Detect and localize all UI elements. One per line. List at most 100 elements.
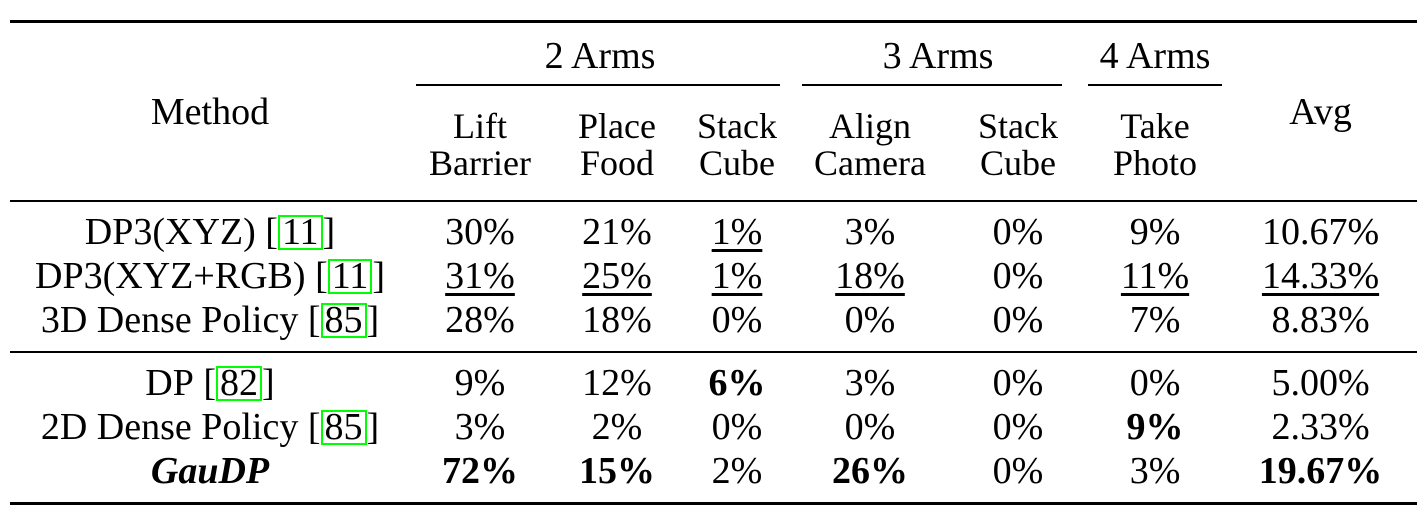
method-cell: GauDP [10, 449, 410, 504]
column-header-text: Cube [699, 142, 775, 183]
result-cell: 0% [992, 255, 1044, 297]
column-header-lift-barrier: Lift Barrier [410, 89, 550, 202]
result-cell: 21% [582, 211, 652, 253]
result-cell: 7% [1129, 299, 1181, 341]
column-header-text: Stack [978, 105, 1058, 146]
method-name: DP3(XYZ+RGB) [35, 255, 306, 297]
result-cell: 3% [1129, 450, 1181, 492]
result-cell: 18% [582, 299, 652, 341]
method-cell: DP3(XYZ) [11] [84, 211, 336, 253]
result-cell: 5.00% [1224, 351, 1418, 405]
result-cell: 19.67% [1258, 450, 1383, 492]
table-row: GauDP 72% 15% 2% 26% 0% 3% 19.67% [10, 449, 1417, 504]
group-header-2-arms: 2 Arms [410, 22, 790, 90]
column-header-text: Barrier [429, 142, 531, 183]
result-cell: 0% [992, 211, 1044, 253]
column-header-text: Food [579, 142, 655, 183]
result-cell: 0% [711, 406, 763, 448]
method-name: 2D Dense Policy [40, 406, 299, 448]
table-row: DP3(XYZ) [11] 30% 21% 1% 3% 0% 9% 10.67% [10, 201, 1417, 254]
result-cell: 0% [844, 299, 896, 341]
result-cell: 72% [442, 450, 518, 492]
group-rule-4-arms [1088, 84, 1223, 86]
method-name: 3D Dense Policy [40, 299, 299, 341]
result-cell: 2% [591, 406, 643, 448]
subcolumn-header-row: Lift Barrier Place Food Stack Cube Align Camera… [10, 89, 1417, 202]
column-header-text: Lift [453, 105, 507, 146]
result-cell: 6% [684, 351, 790, 405]
table-row: 2D Dense Policy [85] 3% 2% 0% 0% 0% 9% 2.33% [10, 405, 1417, 449]
result-cell: 0% [992, 406, 1044, 448]
column-header-text: Align [828, 105, 911, 146]
method-name: DP3(XYZ) [84, 211, 256, 253]
result-cell: 1% [711, 255, 763, 297]
group-label-2-arms: 2 Arms [544, 35, 656, 77]
table-header: Method 2 Arms 3 Arms 4 Arms Avg L [10, 21, 1418, 202]
method-cell: DP [82] [10, 351, 410, 405]
section-3d-baselines: DP3(XYZ) [11] 30% 21% 1% 3% 0% 9% 10.67% DP3(XYZ… [10, 201, 1417, 352]
result-cell: 0% [1086, 351, 1225, 405]
results-table: Method 2 Arms 3 Arms 4 Arms Avg L [10, 20, 1418, 505]
result-cell: 15% [579, 450, 655, 492]
table-row: DP [82] 9% 12% 6% 3% 0% 0% 5.00% [10, 351, 1418, 405]
group-header-4-arms: 4 Arms [1086, 22, 1224, 90]
group-rule-2-arms [416, 84, 780, 86]
result-cell: 3% [454, 406, 506, 448]
result-cell: 0% [992, 450, 1044, 492]
result-cell: 0% [950, 351, 1087, 405]
result-cell: 11% [1120, 255, 1190, 297]
citation-link[interactable]: 11 [327, 257, 373, 295]
method-column-header: Method [10, 21, 410, 202]
citation-link[interactable]: 11 [277, 213, 323, 251]
group-rule-3-arms [802, 84, 1063, 86]
result-cell: 3% [790, 351, 950, 405]
result-cell: 12% [550, 351, 684, 405]
result-cell: 28% [445, 299, 515, 341]
avg-column-header: Avg [1224, 21, 1418, 202]
group-header-row: Method 2 Arms 3 Arms 4 Arms Avg [10, 21, 1418, 202]
result-cell: 25% [582, 255, 652, 297]
avg-header-label: Avg [1289, 90, 1352, 133]
column-header-text: Cube [980, 142, 1056, 183]
result-cell: 30% [445, 211, 515, 253]
result-cell: 18% [835, 255, 905, 297]
group-label-3-arms: 3 Arms [882, 35, 994, 77]
column-header-text: Place [578, 105, 656, 146]
result-cell: 2.33% [1271, 406, 1370, 448]
method-cell: 2D Dense Policy [85] [40, 406, 380, 448]
table-row: DP3(XYZ+RGB) [11] 31% 25% 1% 18% 0% 11% 14.33% [10, 254, 1417, 298]
column-header-stack-cube: Stack Cube [684, 89, 790, 202]
result-cell: 3% [844, 211, 896, 253]
group-label-4-arms: 4 Arms [1099, 35, 1211, 77]
result-cell: 31% [445, 255, 515, 297]
method-cell: DP3(XYZ+RGB) [11] [35, 255, 385, 297]
section-2d-methods: DP [82] 9% 12% 6% 3% 0% 0% 5.00% 2D Dense Policy… [10, 351, 1418, 504]
result-cell: 9% [1129, 211, 1181, 253]
group-header-3-arms: 3 Arms [790, 22, 1086, 90]
result-cell: 9% [1126, 406, 1184, 448]
method-name: DP [145, 362, 194, 404]
citation-link[interactable]: 85 [320, 301, 367, 339]
result-cell: 1% [711, 211, 763, 253]
result-cell: 0% [844, 406, 896, 448]
column-header-place-food: Place Food [550, 89, 684, 202]
column-header-align-camera: Align Camera [790, 89, 950, 202]
result-cell: 0% [992, 299, 1044, 341]
method-name: GauDP [150, 450, 270, 492]
result-cell: 9% [410, 351, 550, 405]
citation-link[interactable]: 85 [320, 408, 367, 446]
citation-link[interactable]: 82 [216, 364, 263, 402]
column-header-take-photo: Take Photo [1086, 89, 1225, 202]
column-header-text: Camera [814, 142, 926, 183]
column-header-text: Photo [1113, 142, 1198, 183]
result-cell: 14.33% [1261, 255, 1380, 297]
column-header-text: Stack [697, 105, 777, 146]
method-cell: 3D Dense Policy [85] [40, 299, 380, 341]
result-cell: 2% [711, 450, 763, 492]
result-cell: 26% [832, 450, 908, 492]
result-cell: 10.67% [1261, 211, 1380, 253]
method-header-label: Method [150, 90, 270, 133]
result-cell: 8.83% [1271, 299, 1370, 341]
result-cell: 0% [711, 299, 763, 341]
